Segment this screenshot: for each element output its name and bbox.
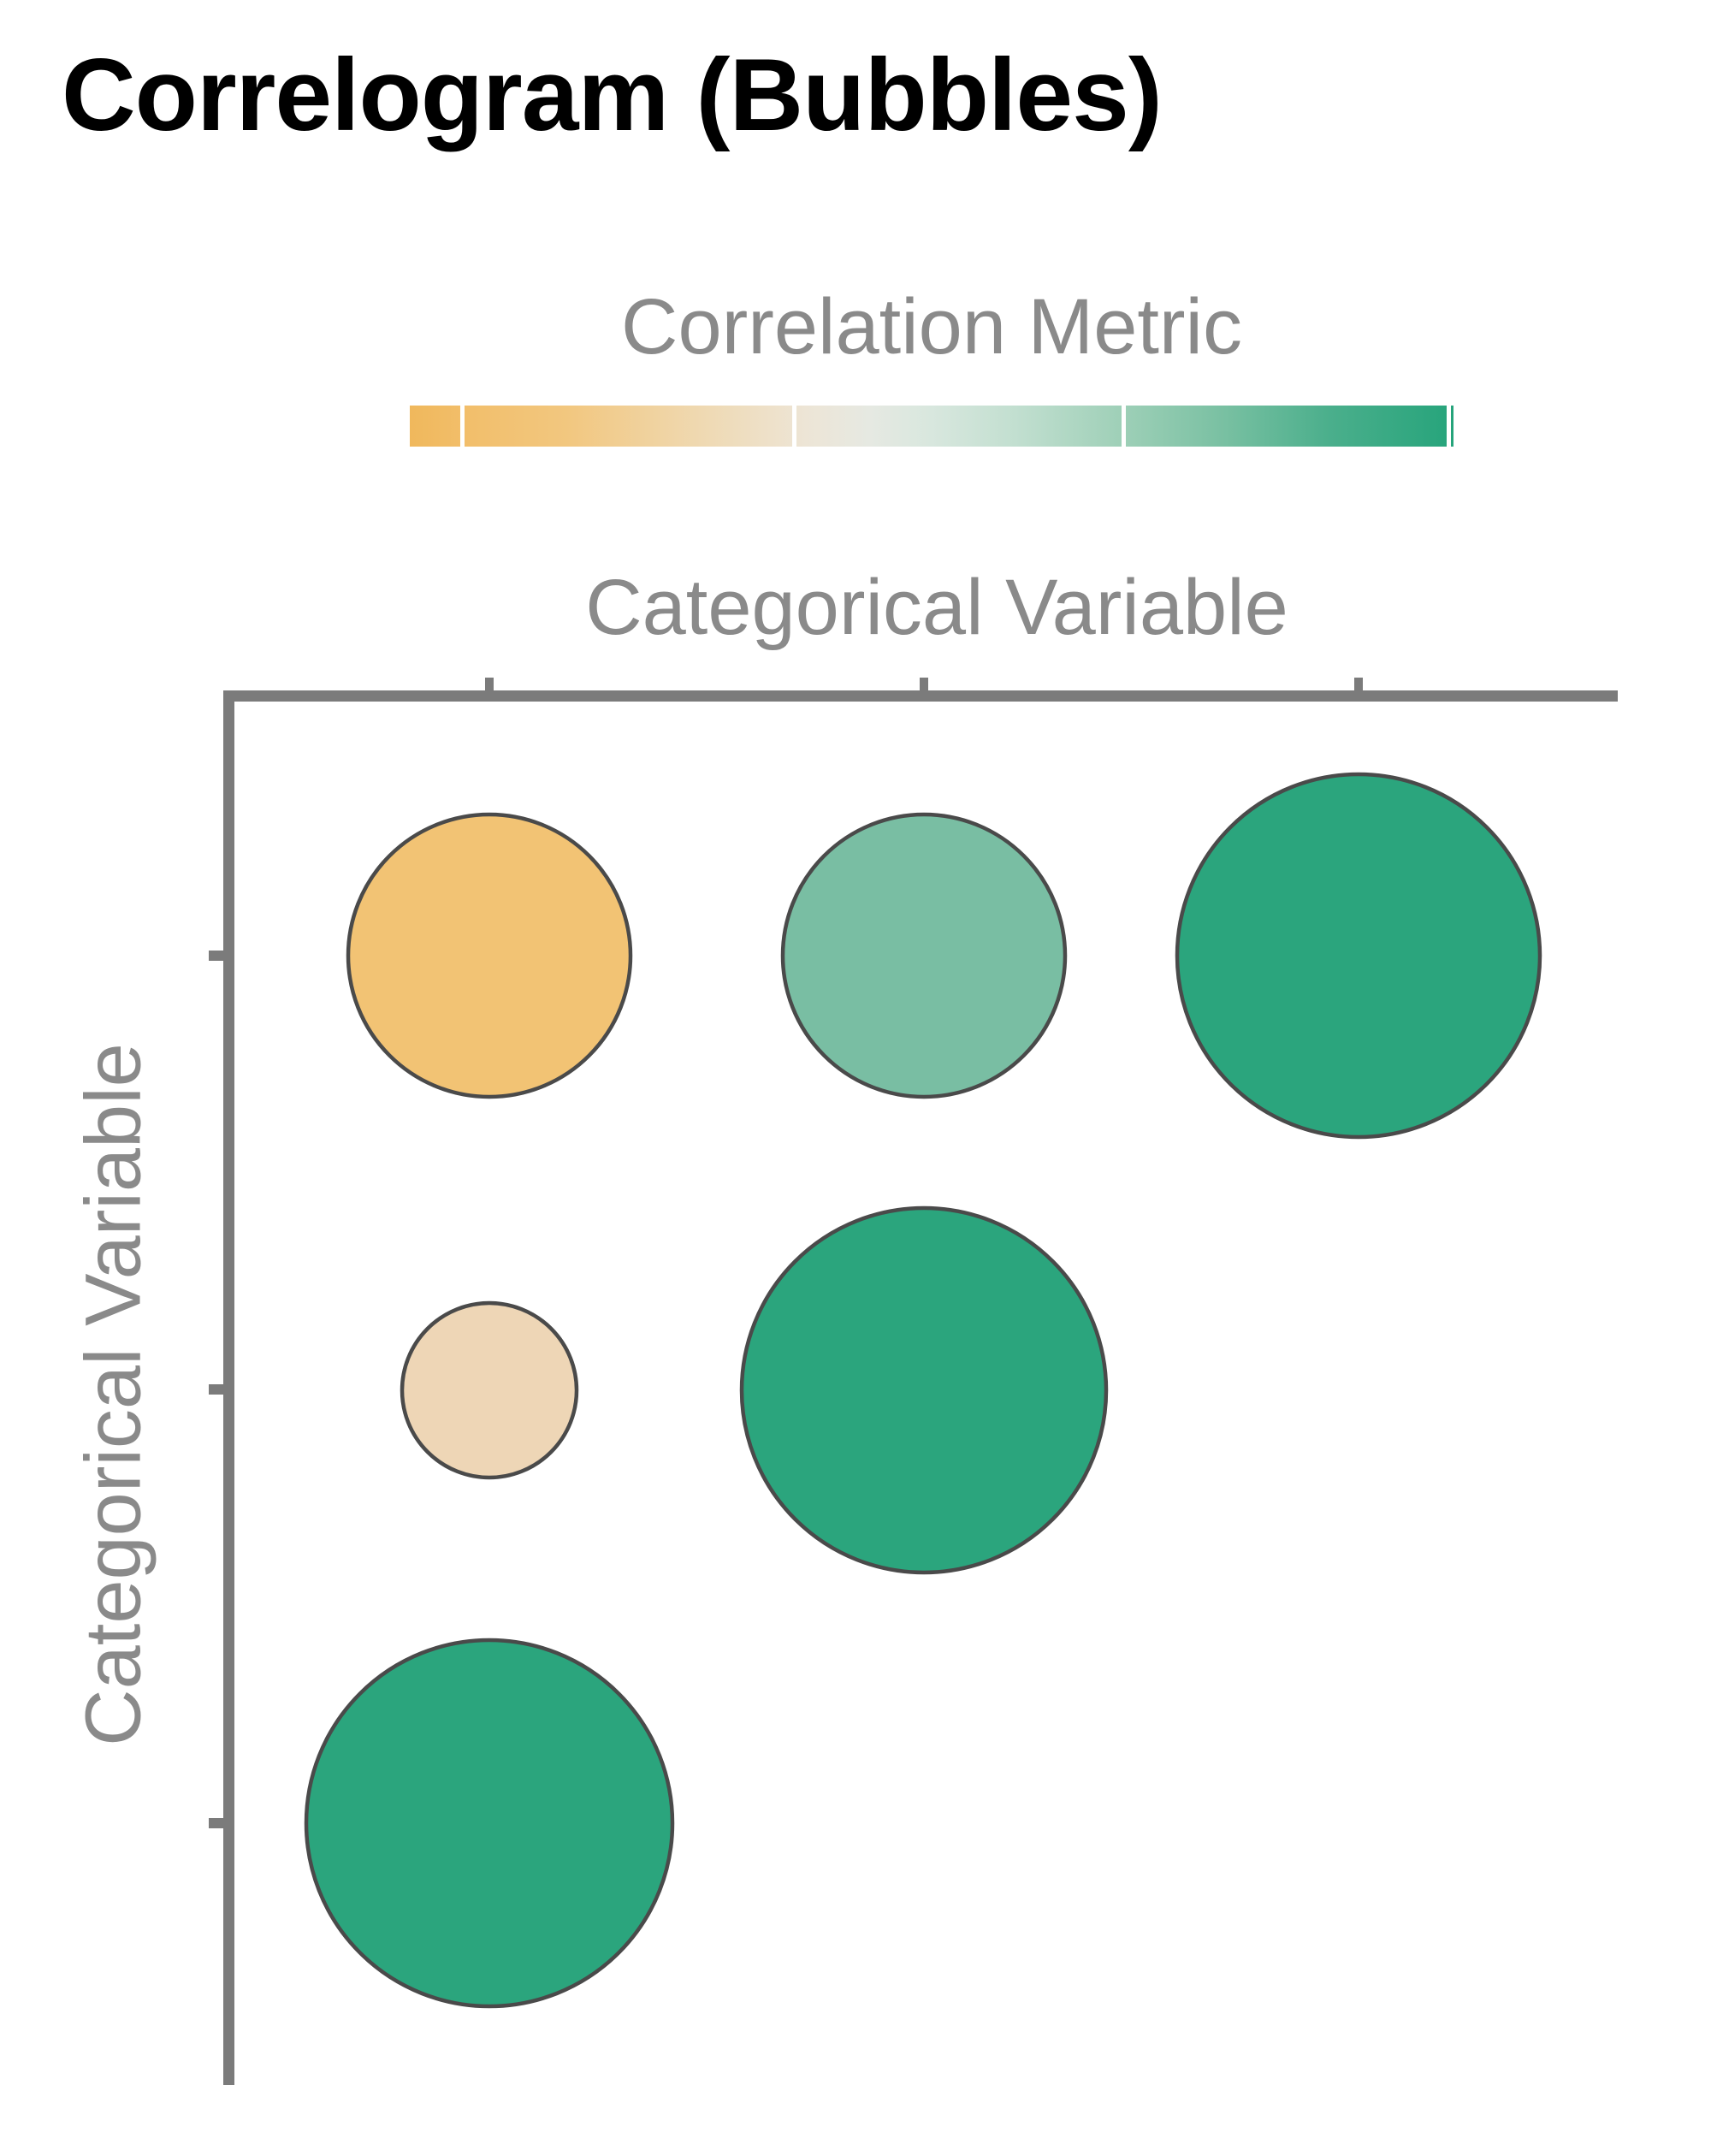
bubble-r0c0	[346, 812, 633, 1099]
x-axis-title: Categorical Variable	[585, 564, 1288, 651]
bubble-r0c1	[780, 812, 1068, 1099]
y-axis-line	[223, 690, 234, 2085]
bubble-r1c0	[400, 1300, 579, 1480]
y-axis-tick	[209, 951, 223, 961]
y-axis-tick	[209, 1384, 223, 1395]
chart-title: Correlogram (Bubbles)	[62, 38, 1163, 152]
colorbar-tick	[1122, 406, 1127, 447]
x-axis-tick	[1354, 678, 1363, 690]
x-axis-line	[223, 690, 1618, 702]
x-axis-tick	[485, 678, 494, 690]
x-axis-tick	[920, 678, 928, 690]
y-axis-tick	[209, 1818, 223, 1828]
colorbar-tick	[1446, 406, 1451, 447]
bubble-r2c0	[304, 1638, 675, 2009]
colorbar-tick	[460, 406, 465, 447]
colorbar-title: Correlation Metric	[621, 283, 1242, 370]
bubble-r0c2	[1175, 772, 1542, 1140]
colorbar-gradient	[410, 406, 1453, 447]
colorbar-tick	[791, 406, 796, 447]
bubble-r1c1	[739, 1205, 1109, 1575]
